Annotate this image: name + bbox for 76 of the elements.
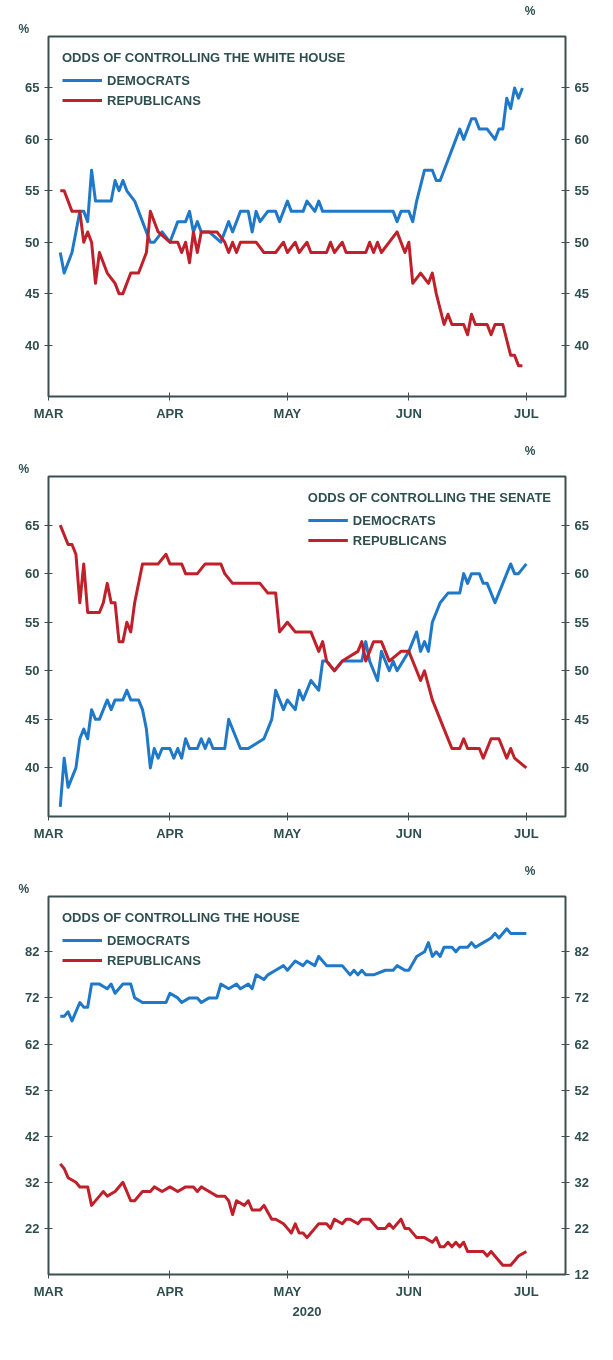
y-tick-label: 45 (25, 711, 40, 727)
legend-label: DEMOCRATS (352, 512, 436, 528)
line-series (58, 86, 524, 275)
y-tick-label: 65 (25, 517, 40, 533)
x-tick-label: APR (156, 405, 185, 421)
y-tick-label: 50 (25, 663, 40, 679)
legend-label: REPUBLICANS (352, 532, 447, 548)
y2-tick-label: 65 (574, 80, 589, 96)
x-tick-label: MAY (273, 405, 302, 421)
x-tick-label: JUL (514, 825, 539, 841)
y2-tick-label: 55 (574, 614, 589, 630)
line-series (58, 1162, 528, 1267)
y-axis-title: % (18, 881, 30, 896)
x-tick-label: JUN (395, 825, 422, 841)
x-tick-label: JUL (514, 1283, 539, 1299)
y-axis-title: % (18, 21, 30, 36)
y2-tick-label: 40 (574, 337, 589, 353)
line-series (58, 927, 528, 1023)
text: ODDS OF CONTROLLING THE SENATE (307, 490, 551, 505)
y-tick-label: 40 (25, 337, 40, 353)
y2-tick-label: 45 (574, 286, 589, 302)
y-tick-label: 32 (25, 1174, 40, 1190)
line-series (58, 562, 528, 809)
y-tick-label: 42 (25, 1128, 40, 1144)
y-axis-title: % (18, 461, 30, 476)
text: ODDS OF CONTROLLING THE WHITE HOUSE (62, 50, 346, 65)
line-series (58, 523, 528, 770)
legend-label: REPUBLICANS (107, 92, 201, 108)
y2-tick-label: 52 (574, 1082, 589, 1098)
y2-tick-label: 55 (574, 183, 589, 199)
y-tick-label: 65 (25, 80, 40, 96)
y2-tick-label: 62 (574, 1036, 589, 1052)
y2-tick-label: 45 (574, 711, 589, 727)
y-tick-label: 52 (25, 1082, 40, 1098)
y2-tick-label: 50 (574, 234, 589, 250)
y2-tick-label: 50 (574, 663, 589, 679)
line-series (58, 189, 524, 368)
y-tick-label: 45 (25, 286, 40, 302)
y2-tick-label: 60 (574, 566, 589, 582)
text: ODDS OF CONTROLLING THE HOUSE (62, 910, 300, 925)
y2-tick-label: 12 (574, 1267, 589, 1282)
x-tick-label: MAR (33, 405, 64, 421)
y-tick-label: 50 (25, 234, 40, 250)
x-axis-title: 2020 (292, 1303, 322, 1319)
y2-axis-title: % (524, 863, 536, 878)
legend-label: DEMOCRATS (107, 72, 190, 88)
y-tick-label: 82 (25, 944, 40, 960)
y2-tick-label: 22 (574, 1220, 589, 1236)
y2-tick-label: 42 (574, 1128, 589, 1144)
y2-tick-label: 82 (574, 944, 589, 960)
x-tick-label: JUN (395, 1283, 422, 1299)
y2-axis-title: % (524, 443, 536, 458)
legend-label: DEMOCRATS (107, 932, 190, 948)
y-tick-label: 55 (25, 614, 40, 630)
y-tick-label: 60 (25, 566, 40, 582)
y2-axis-title: % (524, 3, 536, 18)
y2-tick-label: 60 (574, 131, 589, 147)
x-tick-label: MAR (33, 825, 64, 841)
y-tick-label: 62 (25, 1036, 40, 1052)
x-tick-label: MAR (33, 1283, 64, 1299)
y-tick-label: 60 (25, 131, 40, 147)
y-tick-label: 55 (25, 183, 40, 199)
y2-tick-label: 32 (574, 1174, 589, 1190)
legend-label: REPUBLICANS (107, 952, 201, 968)
x-tick-label: MAY (273, 825, 302, 841)
y2-tick-label: 40 (574, 760, 589, 776)
x-tick-label: MAY (273, 1283, 302, 1299)
x-tick-label: JUL (514, 405, 539, 421)
y-tick-label: 72 (25, 990, 40, 1006)
y2-tick-label: 72 (574, 990, 589, 1006)
y-tick-label: 22 (25, 1220, 40, 1236)
x-tick-label: APR (156, 825, 185, 841)
y2-tick-label: 65 (574, 517, 589, 533)
y-tick-label: 40 (25, 760, 40, 776)
x-tick-label: APR (156, 1283, 185, 1299)
x-tick-label: JUN (395, 405, 422, 421)
